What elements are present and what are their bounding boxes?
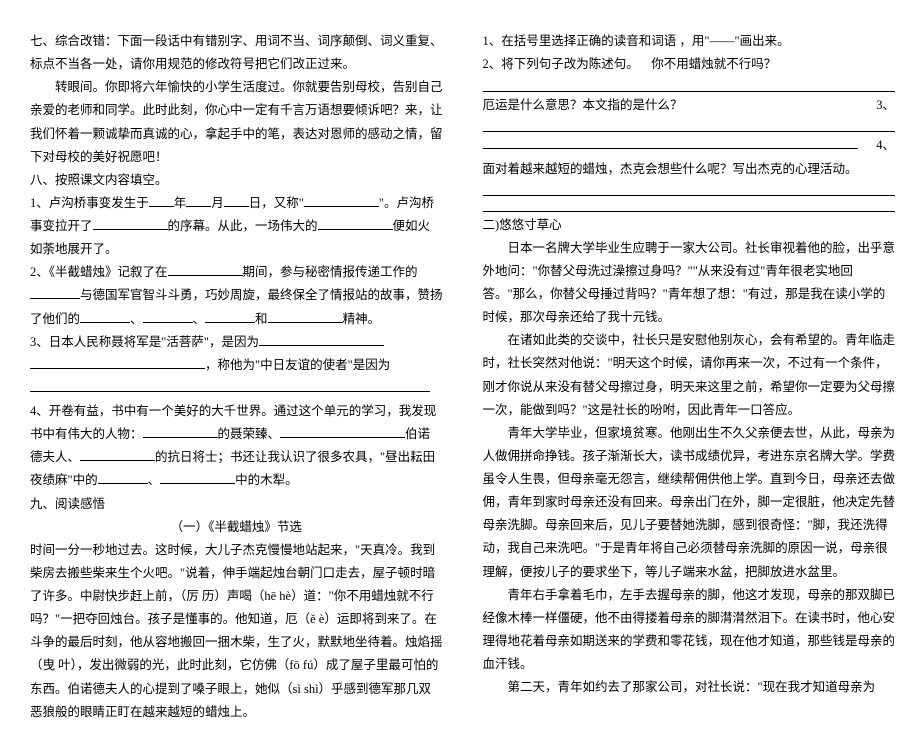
r4-text: 面对着越来越短的蜡烛，杰克会想些什么呢？写出杰克的心理活动。: [483, 158, 896, 181]
q9-title: 九、阅读感悟: [30, 493, 443, 516]
q8-4-d: 的抗日将士；书还让我认识了很多农具，"昼出耘田夜绩麻"中的: [30, 450, 435, 487]
blank: [30, 298, 80, 299]
r3-num: 3、: [876, 94, 895, 117]
q8-2-d: 、: [130, 312, 143, 326]
blank: [330, 437, 405, 438]
r2-b: 你不用蜡烛就不行吗？: [651, 57, 776, 71]
q8-item-4: 4、开卷有益，书中有一个美好的大千世界。通过这个单元的学习，我发现书中有伟大的人…: [30, 400, 443, 493]
blank: [30, 368, 205, 369]
left-column: 七、综合改错：下面一段话中有错别字、用词不当、词序颠倒、词义重复、标点不当各一处…: [30, 30, 443, 724]
q8-2-a: 2、《半截蜡烛》记叙了在: [30, 265, 168, 279]
page-container: 七、综合改错：下面一段话中有错别字、用词不当、词序颠倒、词义重复、标点不当各一处…: [0, 0, 920, 734]
q8-2-g: 精神。: [343, 312, 381, 326]
blank-line: [483, 78, 896, 92]
r-p3: 青年大学毕业，但家境贫寒。他刚出生不久父亲便去世，从此，母亲为人做佣拼命挣钱。孩…: [483, 422, 896, 584]
r-sub2: 二)悠悠寸草心: [483, 214, 896, 237]
r-item-2: 2、将下列句子改为陈述句。 你不用蜡烛就不行吗？: [483, 53, 896, 76]
q9-passage-1: 时间一分一秒地过去。这时候，大儿子杰克慢慢地站起来，"天真冷。我到柴房去搬些柴来…: [30, 539, 443, 724]
blank: [80, 322, 130, 323]
blank: [205, 322, 255, 323]
q8-2-b: 期间，参与秘密情报传递工作的: [243, 265, 418, 279]
r-p4: 青年右手拿着毛巾，左手去握母亲的脚，他这才发现，母亲的那双脚已经像木棒一样僵硬，…: [483, 584, 896, 677]
blank: [149, 206, 174, 207]
r4-num: 4、: [876, 134, 895, 157]
blank: [318, 229, 393, 230]
blank-line: [483, 183, 896, 197]
q8-4-f: 中的木犁。: [235, 473, 298, 487]
q8-4-b: 的聂荣臻、: [218, 427, 281, 441]
blank: [93, 229, 168, 230]
blank: [304, 206, 379, 207]
blank: [168, 275, 243, 276]
q8-1-c: 月: [211, 196, 224, 210]
q8-2-f: 和: [255, 312, 268, 326]
q8-3-b: ，称他为"中日友谊的使者"是因为: [205, 358, 390, 372]
q8-item-1: 1、卢沟桥事变发生于年月日，又称""。卢沟桥事变拉开了的序幕。从此，一场伟大的便…: [30, 192, 443, 261]
r-p2: 在诸如此类的交谈中，社长只是安慰他别灰心，会有希望的。青年临走时，社长突然对他说…: [483, 329, 896, 422]
q7-title: 七、综合改错：下面一段话中有错别字、用词不当、词序颠倒、词义重复、标点不当各一处…: [30, 30, 443, 76]
q8-title: 八、按照课文内容填空。: [30, 169, 443, 192]
r2-a: 2、将下列句子改为陈述句。: [483, 57, 639, 71]
blank: [30, 391, 430, 392]
right-column: 1、在括号里选择正确的读音和词语 ，用"——"画出来。 2、将下列句子改为陈述句…: [483, 30, 896, 724]
q8-1-d: 日，又称": [249, 196, 304, 210]
blank-line: [483, 119, 896, 133]
blank: [224, 206, 249, 207]
blank: [80, 460, 155, 461]
r-p5: 第二天，青年如约去了那家公司，对社长说："现在我才知道母亲为: [483, 676, 896, 699]
r-item-1: 1、在括号里选择正确的读音和词语 ，用"——"画出来。: [483, 30, 896, 53]
blank: [160, 483, 235, 484]
blank: [186, 206, 211, 207]
r3-text: 厄运是什么意思？本文指的是什么？: [483, 94, 896, 117]
q8-item-2: 2、《半截蜡烛》记叙了在 期间，参与秘密情报传递工作的与德国军官智斗斗勇，巧妙周旋…: [30, 261, 443, 330]
blank: [98, 483, 148, 484]
q8-3-a: 3、日本人民称聂将军是"活菩萨"，是因为: [30, 335, 259, 349]
blank: [280, 437, 330, 438]
q8-1-a: 1、卢沟桥事变发生于: [30, 196, 149, 210]
q8-item-3: 3、日本人民称聂将军是"活菩萨"，是因为 ，称他为"中日友谊的使者"是因为: [30, 331, 443, 400]
q7-passage: 转眼间。你即将六年愉快的小学生活度过。你就要告别母校，告别自己亲爱的老师和同学。…: [30, 76, 443, 169]
blank: [259, 345, 384, 346]
q8-2-e: 、: [193, 312, 206, 326]
r-item-4-num: 4、: [483, 134, 896, 157]
q8-1-b: 年: [174, 196, 187, 210]
blank: [143, 322, 193, 323]
q8-1-f: 的序幕。从此，一场伟大的: [168, 219, 318, 233]
q8-4-e: 、: [148, 473, 161, 487]
blank: [268, 322, 343, 323]
blank-line: [483, 198, 896, 212]
r-p1: 日本一名牌大学毕业生应聘于一家大公司。社长审视着他的脸，出乎意外地问："你替父母…: [483, 237, 896, 330]
blank: [483, 148, 858, 149]
q9-sub1: （一）《半截蜡烛》节选: [30, 516, 443, 539]
blank: [143, 437, 218, 438]
q8-2-c: 与德国军官智斗斗勇，巧妙周旋，最终保全了情报站的故事，赞扬了他们的: [30, 288, 443, 325]
